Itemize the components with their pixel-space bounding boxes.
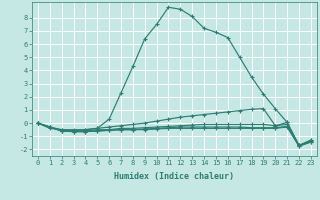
X-axis label: Humidex (Indice chaleur): Humidex (Indice chaleur) [115, 172, 234, 181]
